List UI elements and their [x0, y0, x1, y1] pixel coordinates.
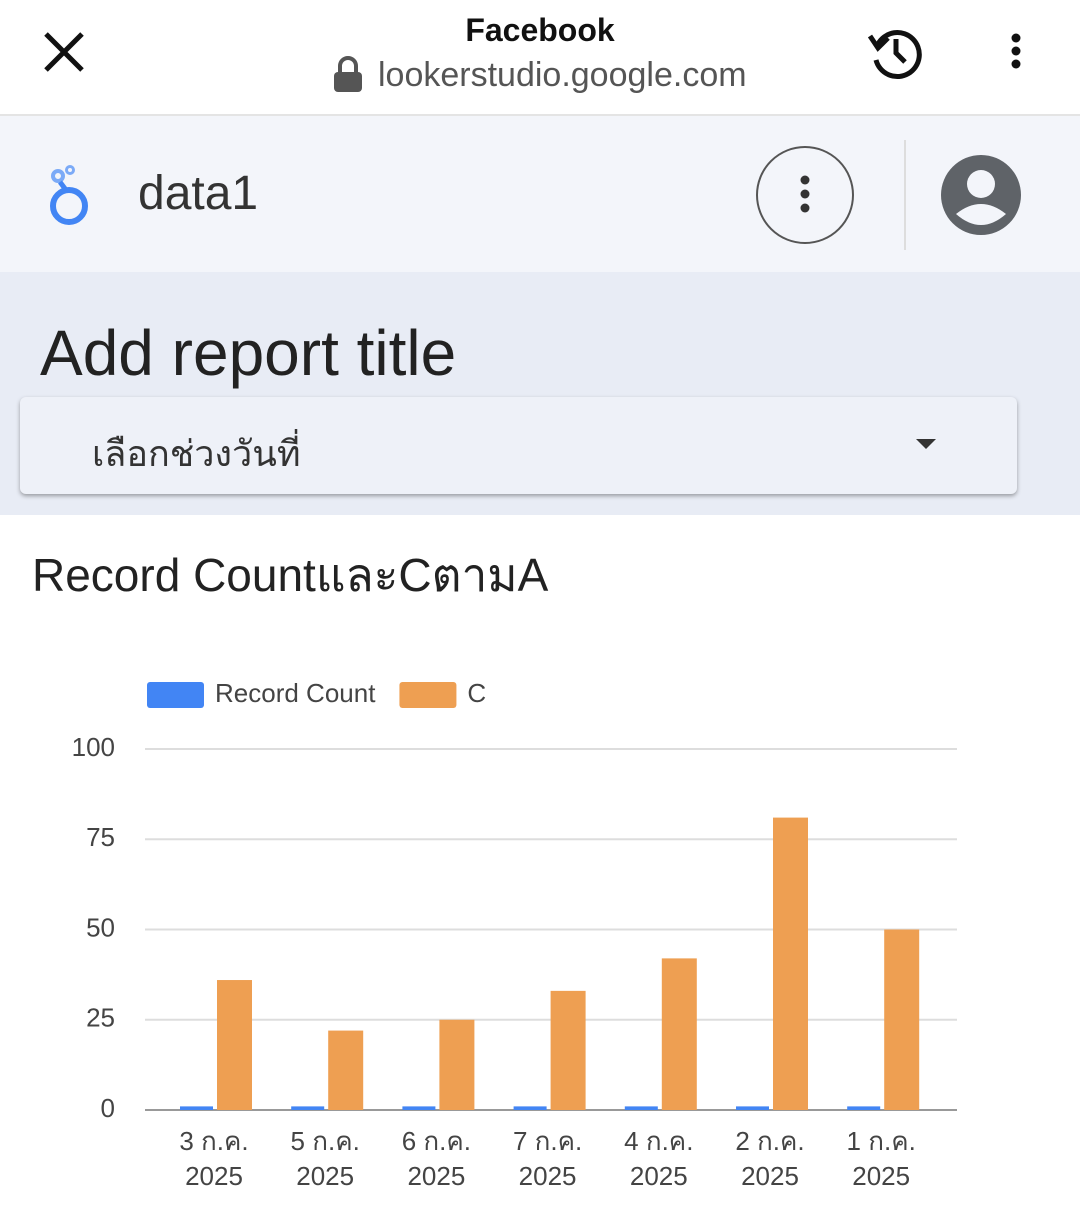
x-tick-label: 7 ก.ค. 2025 [512, 1126, 583, 1191]
y-tick-label: 50 [86, 912, 115, 942]
app-header: data1 [0, 116, 1080, 272]
x-tick-label: 6 ก.ค. 2025 [401, 1126, 472, 1191]
bar [513, 1106, 547, 1110]
date-picker-label: เลือกช่วงวันที่ [92, 433, 301, 474]
bar [291, 1106, 325, 1110]
bar [847, 1106, 881, 1110]
bar [217, 980, 252, 1110]
history-button[interactable] [866, 22, 926, 82]
y-tick-label: 25 [86, 1003, 115, 1033]
x-tick-label: 2 ก.ค. 2025 [735, 1126, 805, 1191]
legend-label: C [467, 678, 486, 708]
report-title[interactable]: Add report title [40, 317, 457, 389]
date-picker[interactable]: เลือกช่วงวันที่ [20, 397, 1017, 494]
url[interactable]: lookerstudio.google.com [378, 56, 747, 94]
lock-icon [334, 56, 362, 92]
x-tick-label: 1 ก.ค. 2025 [846, 1126, 916, 1191]
x-tick-label: 5 ก.ค. 2025 [290, 1126, 360, 1191]
divider [904, 140, 906, 250]
bar [884, 929, 920, 1110]
x-tick-label: 3 ก.ค. 2025 [179, 1126, 249, 1191]
close-button[interactable] [40, 28, 88, 76]
x-tick-label: 4 ก.ค. 2025 [624, 1126, 694, 1191]
bar [624, 1106, 658, 1110]
legend-swatch [147, 682, 204, 708]
legend-swatch [399, 682, 457, 708]
chart-title: Record CountและCตามA [32, 549, 549, 601]
looker-logo [50, 165, 88, 225]
bar [661, 958, 697, 1110]
browser-bar: Facebook lookerstudio.google.com [0, 0, 1080, 116]
y-tick-label: 100 [72, 732, 115, 762]
account-avatar[interactable] [940, 154, 1022, 236]
bar [328, 1030, 364, 1110]
more-button[interactable] [755, 145, 855, 245]
menu-button[interactable] [1004, 32, 1028, 72]
bar [550, 990, 586, 1110]
legend-label: Record Count [215, 678, 376, 708]
report-name: data1 [138, 167, 259, 220]
dropdown-arrow [916, 439, 936, 449]
chart: Record CountและCตามA 0 25 50 75 100 Record Co… [32, 549, 957, 1123]
bar [402, 1106, 436, 1110]
bar [439, 1019, 475, 1110]
y-tick-label: 75 [86, 822, 115, 852]
page-title: Facebook [465, 12, 615, 48]
bar [180, 1106, 213, 1110]
bar [773, 817, 808, 1110]
bar [736, 1106, 769, 1110]
y-tick-label: 0 [101, 1093, 115, 1123]
